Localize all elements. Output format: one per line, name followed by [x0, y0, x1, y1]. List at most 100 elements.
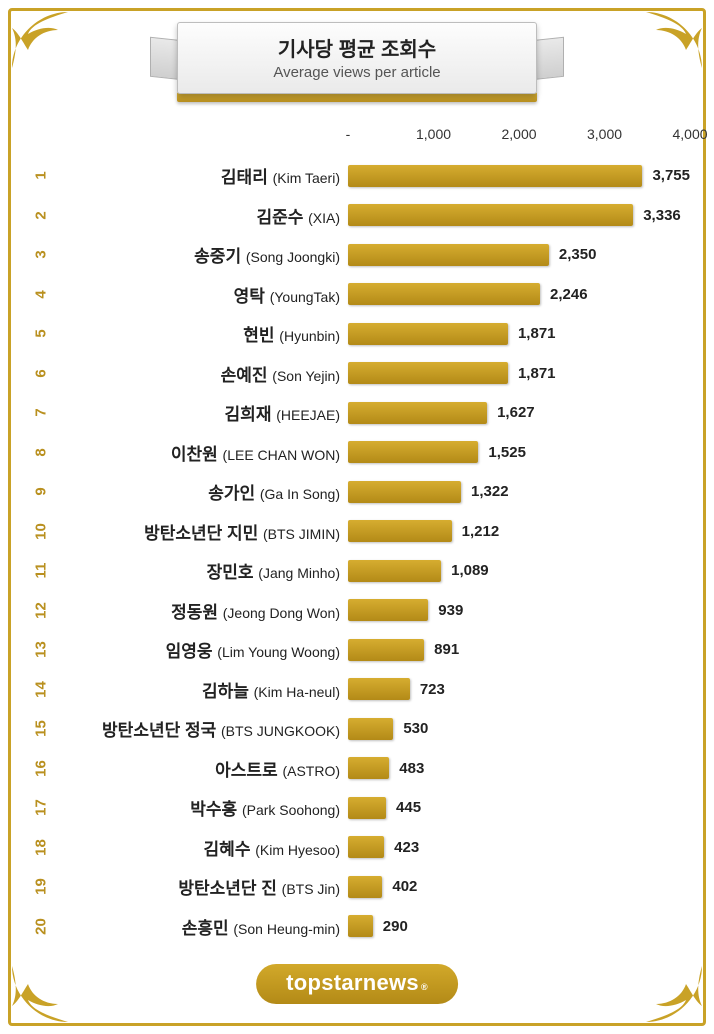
- bar-row: 17박수홍 (Park Soohong)445: [24, 788, 690, 828]
- entry-name-en: (Park Soohong): [242, 802, 340, 818]
- entry-name: 현빈 (Hyunbin): [58, 321, 348, 346]
- entry-name: 손예진 (Son Yejin): [58, 361, 348, 386]
- entry-name: 김하늘 (Kim Ha-neul): [58, 677, 348, 702]
- entry-name-ko: 현빈: [243, 326, 279, 345]
- bar-row: 5현빈 (Hyunbin)1,871: [24, 314, 690, 354]
- rank-number: 14: [33, 672, 50, 706]
- chart-area: -1,0002,0003,0004,000 1김태리 (Kim Taeri)3,…: [24, 120, 690, 948]
- entry-name-en: (Jang Minho): [258, 565, 340, 581]
- bar-cell: 723: [348, 670, 690, 710]
- corner-flourish-icon: [10, 10, 70, 70]
- bar-row: 14 김하늘 (Kim Ha-neul) 723: [24, 670, 690, 710]
- rank-number: 3: [33, 238, 50, 272]
- bar-value-label: 445: [396, 799, 421, 816]
- corner-flourish-icon: [644, 10, 704, 70]
- bar: [348, 836, 384, 858]
- bar-cell: 530: [348, 709, 690, 749]
- rank-number: 5: [33, 317, 50, 351]
- bar-value-label: 1,212: [462, 523, 500, 540]
- bar-cell: 423: [348, 828, 690, 868]
- entry-name: 박수홍 (Park Soohong): [58, 795, 348, 820]
- entry-name-ko: 영탁: [234, 287, 270, 306]
- entry-name-en: (Song Joongki): [246, 249, 340, 265]
- entry-name: 송가인 (Ga In Song): [58, 479, 348, 504]
- rank-number: 1: [33, 159, 50, 193]
- entry-name-ko: 김준수: [256, 208, 308, 227]
- bar-value-label: 891: [434, 641, 459, 658]
- rank-number: 15: [33, 712, 50, 746]
- bar-value-label: 1,627: [497, 404, 535, 421]
- bar: [348, 639, 424, 661]
- bar: [348, 165, 642, 187]
- bar-cell: 2,246: [348, 275, 690, 315]
- bar-value-label: 2,350: [559, 246, 597, 263]
- bar: [348, 560, 441, 582]
- bar-row: 15방탄소년단 정국 (BTS JUNGKOOK)530: [24, 709, 690, 749]
- bar-row: 1김태리 (Kim Taeri)3,755: [24, 156, 690, 196]
- bar: [348, 876, 382, 898]
- bar-row: 11장민호 (Jang Minho)1,089: [24, 551, 690, 591]
- bar: [348, 520, 452, 542]
- entry-name-en: (Son Heung-min): [233, 921, 340, 937]
- entry-name: 방탄소년단 지민 (BTS JIMIN): [58, 519, 348, 544]
- rank-number: 6: [33, 356, 50, 390]
- bar: [348, 718, 393, 740]
- entry-name-en: (Jeong Dong Won): [223, 605, 340, 621]
- brand-text: topstarnews: [286, 970, 419, 996]
- bar: [348, 441, 478, 463]
- bar-cell: 1,322: [348, 472, 690, 512]
- entry-name: 송중기 (Song Joongki): [58, 242, 348, 267]
- entry-name-en: (Kim Taeri): [273, 170, 340, 186]
- entry-name: 방탄소년단 진 (BTS Jin): [58, 874, 348, 899]
- bar: [348, 481, 461, 503]
- entry-name-en: (BTS JIMIN): [263, 526, 340, 542]
- bar-cell: 445: [348, 788, 690, 828]
- bar-row: 2김준수 (XIA)3,336: [24, 196, 690, 236]
- bar-value-label: 290: [383, 918, 408, 935]
- bar: [348, 797, 386, 819]
- bar-row: 7 김희재 (HEEJAE) 1,627: [24, 393, 690, 433]
- entry-name-en: (Hyunbin): [279, 328, 340, 344]
- title-banner: 기사당 평균 조회수 Average views per article: [177, 22, 537, 102]
- bar-value-label: 723: [420, 681, 445, 698]
- entry-name: 김준수 (XIA): [58, 203, 348, 228]
- rank-number: 8: [33, 435, 50, 469]
- x-axis-tick-label: -: [346, 126, 351, 142]
- rank-number: 10: [33, 514, 50, 548]
- bar-cell: 1,525: [348, 433, 690, 473]
- rank-number: 4: [33, 277, 50, 311]
- bar-cell: 3,755: [348, 156, 690, 196]
- bar: [348, 915, 373, 937]
- bar-cell: 891: [348, 630, 690, 670]
- entry-name-en: (HEEJAE): [276, 407, 340, 423]
- bar-cell: 2,350: [348, 235, 690, 275]
- entry-name: 방탄소년단 정국 (BTS JUNGKOOK): [58, 716, 348, 741]
- entry-name-en: (BTS Jin): [282, 881, 340, 897]
- bar-row: 16아스트로 (ASTRO)483: [24, 749, 690, 789]
- x-axis-tick-label: 4,000: [672, 126, 707, 142]
- rank-number: 13: [33, 633, 50, 667]
- bar-value-label: 1,322: [471, 483, 509, 500]
- bar-cell: 3,336: [348, 196, 690, 236]
- bar-value-label: 3,755: [652, 167, 690, 184]
- bar-value-label: 423: [394, 839, 419, 856]
- entry-name-en: (BTS JUNGKOOK): [221, 723, 340, 739]
- bar-value-label: 483: [399, 760, 424, 777]
- bar-value-label: 939: [438, 602, 463, 619]
- brand-logo: topstarnews®: [256, 964, 458, 1004]
- entry-name-en: (Kim Hyesoo): [255, 842, 340, 858]
- bar-cell: 402: [348, 867, 690, 907]
- entry-name: 장민호 (Jang Minho): [58, 558, 348, 583]
- bar-row: 10 방탄소년단 지민 (BTS JIMIN) 1,212: [24, 512, 690, 552]
- bar: [348, 244, 549, 266]
- bar-row: 18김혜수 (Kim Hyesoo)423: [24, 828, 690, 868]
- x-axis-tick-label: 2,000: [501, 126, 536, 142]
- entry-name-en: (YoungTak): [270, 289, 340, 305]
- bar-row: 3 송중기 (Song Joongki) 2,350: [24, 235, 690, 275]
- entry-name-ko: 김희재: [225, 405, 277, 424]
- rank-number: 20: [33, 909, 50, 943]
- bar: [348, 323, 508, 345]
- rank-number: 7: [33, 396, 50, 430]
- entry-name: 아스트로 (ASTRO): [58, 756, 348, 781]
- entry-name-ko: 방탄소년단 정국: [102, 721, 221, 740]
